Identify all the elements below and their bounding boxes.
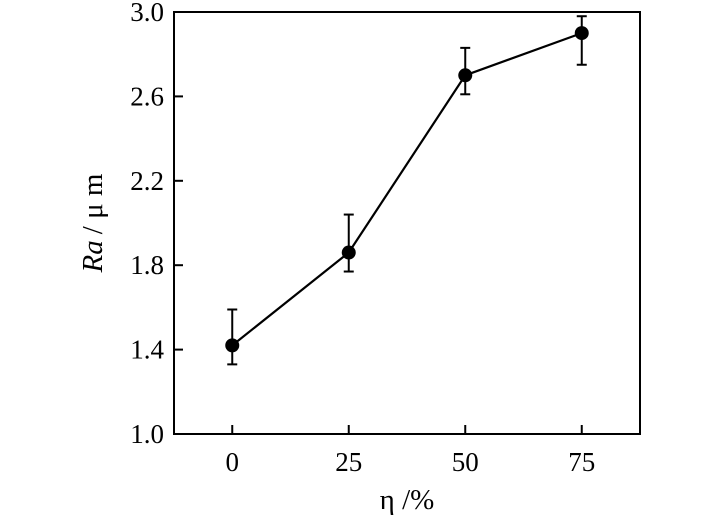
x-axis: 0 25 50 75: [226, 425, 595, 477]
x-axis-title: η /%: [380, 484, 435, 516]
error-bars: [227, 15, 587, 366]
y-tick-label: 2.6: [130, 81, 164, 111]
series-line: [231, 32, 583, 347]
y-tick-label: 2.2: [130, 166, 164, 196]
y-tick-label: 1.8: [130, 250, 164, 280]
data-point: [341, 245, 356, 260]
y-tick-label: 3.0: [130, 0, 164, 27]
x-tick-label: 25: [335, 447, 362, 477]
y-axis-title-var: Ra: [77, 240, 109, 273]
x-tick-label: 0: [226, 447, 240, 477]
y-axis-title: Ra / μ m: [77, 173, 109, 273]
y-axis-title-unit: / μ m: [77, 173, 109, 234]
data-point: [225, 338, 240, 353]
x-tick-label: 50: [452, 447, 479, 477]
data-point: [458, 68, 473, 83]
y-tick-label: 1.4: [130, 335, 164, 365]
y-axis: 1.0 1.4 1.8 2.2 2.6 3.0: [130, 0, 183, 449]
data-point: [574, 26, 589, 41]
y-tick-label: 1.0: [130, 419, 164, 449]
x-tick-label: 75: [568, 447, 595, 477]
data-series: [225, 26, 589, 353]
plot-area-frame: [173, 11, 641, 435]
